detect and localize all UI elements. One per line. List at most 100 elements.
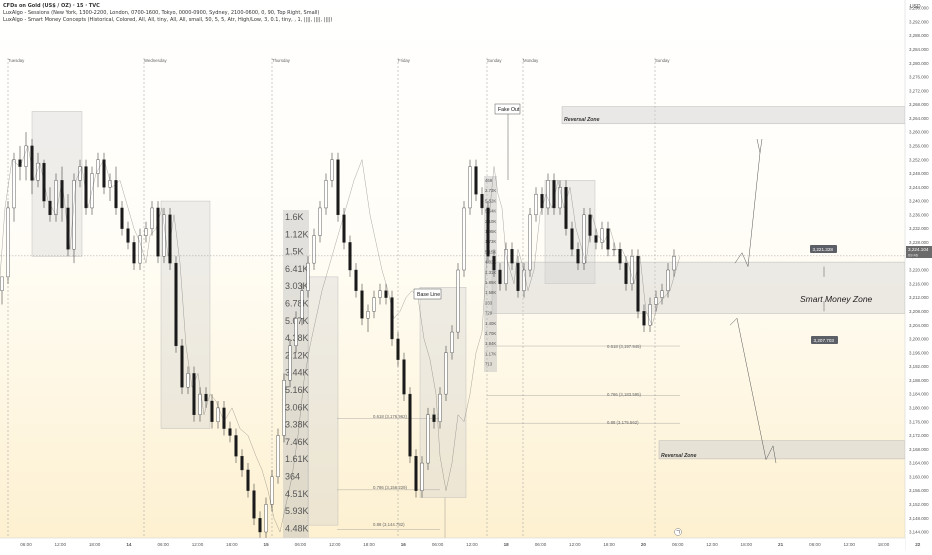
time-tick-label: 12:00	[192, 542, 204, 547]
time-tick-label: 12:00	[706, 542, 718, 547]
candle-body	[120, 207, 124, 229]
svg-text:Fake Out: Fake Out	[498, 107, 520, 113]
fib-a-88-label: 0.88 (3,144.782)	[373, 522, 405, 527]
candle-body	[558, 187, 562, 209]
base-line-callout[interactable]: Base Line	[413, 288, 442, 300]
price-tick-label: 3,260.000	[909, 130, 929, 135]
candle-body	[522, 269, 526, 291]
candle	[282, 373, 286, 443]
lower-level-tag: 3,207.703	[811, 336, 838, 344]
price-path	[0, 145, 681, 533]
indicator-smc[interactable]: LuxAlgo - Smart Money Concepts (Historic…	[3, 17, 333, 23]
candle-body	[390, 297, 394, 340]
volume-profile-value: 4.03K	[485, 260, 496, 265]
candle	[438, 387, 442, 429]
time-axis[interactable]	[0, 538, 905, 550]
candle-body	[168, 214, 172, 264]
time-tick-label: 18:00	[603, 542, 615, 547]
candle-body	[426, 414, 430, 464]
candle	[216, 401, 220, 429]
candle-body	[654, 297, 658, 305]
candle-body	[570, 228, 574, 250]
symbol-title[interactable]: CFDs on Gold (US$ / OZ) · 15 · TVC	[3, 3, 100, 9]
reset-chart-icon[interactable]	[674, 528, 682, 536]
candle	[672, 249, 676, 277]
price-tick-label: 3,216.000	[909, 281, 929, 286]
candle	[378, 283, 382, 305]
price-tick-label: 3,232.000	[909, 226, 929, 231]
candle-body	[48, 200, 52, 216]
price-tick-label: 3,180.000	[909, 405, 929, 410]
candle	[336, 152, 340, 222]
indicator-sessions[interactable]: LuxAlgo - Sessions (New York, 1300-2200,…	[3, 10, 320, 16]
candle	[114, 166, 118, 215]
price-tick-label: 3,284.000	[909, 47, 929, 52]
candle-body	[246, 469, 250, 491]
smart-money-zone-label: Smart Money Zone	[800, 294, 873, 304]
candle	[24, 132, 28, 181]
candle	[324, 173, 328, 215]
candle-body	[342, 214, 346, 243]
candle	[36, 152, 40, 188]
candle-body	[330, 159, 334, 181]
candle-body	[240, 455, 244, 471]
time-tick-label: 12:00	[329, 542, 341, 547]
candle-body	[600, 228, 604, 243]
candle	[630, 249, 634, 291]
candle-body	[24, 145, 28, 167]
candle	[480, 187, 484, 215]
price-axis[interactable]	[905, 0, 932, 550]
candle-body	[486, 207, 490, 257]
candle	[576, 242, 580, 270]
volume-profile-value: 1.40K	[485, 321, 496, 326]
price-tick-label: 3,184.000	[909, 392, 929, 397]
price-tick-label: 3,236.000	[909, 212, 929, 217]
candle-body	[216, 407, 220, 422]
fake-out-callout[interactable]: Fake Out	[494, 103, 521, 180]
candle-body	[144, 228, 148, 236]
candle	[552, 173, 556, 215]
candle-body	[126, 228, 130, 243]
candle	[12, 152, 16, 222]
candle	[390, 290, 394, 346]
day-label: Sunday	[487, 58, 502, 63]
candle	[330, 152, 334, 188]
candle	[126, 221, 130, 250]
candle-body	[540, 193, 544, 209]
day-label: Sunday	[655, 58, 670, 63]
price-tick-label: 3,172.000	[909, 433, 929, 438]
candle	[516, 256, 520, 298]
candle-body	[666, 269, 670, 291]
candle	[594, 228, 598, 250]
current-price-tag: 3,224.104 09:46	[906, 246, 932, 258]
time-tick-label: 14	[126, 542, 132, 547]
candle	[498, 263, 502, 291]
price-tick-label: 3,192.000	[909, 364, 929, 369]
time-tick-label: 12:00	[569, 542, 581, 547]
candle	[462, 201, 466, 277]
volume-profile-value: 729	[485, 311, 493, 316]
candle	[354, 263, 358, 298]
candle	[648, 297, 652, 333]
candle	[120, 201, 124, 236]
candle	[42, 159, 46, 208]
candle-body	[546, 180, 550, 209]
time-tick-label: 06:00	[157, 542, 169, 547]
time-tick-label: 06:00	[672, 542, 684, 547]
volume-profile-value: 2.12K	[285, 350, 309, 360]
volume-profile-value: 2.70K	[485, 331, 496, 336]
bearish-projection	[729, 317, 777, 464]
candle	[636, 249, 640, 319]
price-tick-label: 3,148.000	[909, 516, 929, 521]
candle	[468, 159, 472, 215]
time-tick-label: 22	[915, 542, 921, 547]
candle-body	[180, 345, 184, 388]
volume-profile-value: 4.48K	[285, 523, 309, 533]
candle	[186, 366, 190, 395]
volume-profile-value: 1.73K	[485, 239, 496, 244]
price-tick-label: 3,228.000	[909, 240, 929, 245]
candle-body	[618, 249, 622, 264]
candle-body	[282, 380, 286, 436]
